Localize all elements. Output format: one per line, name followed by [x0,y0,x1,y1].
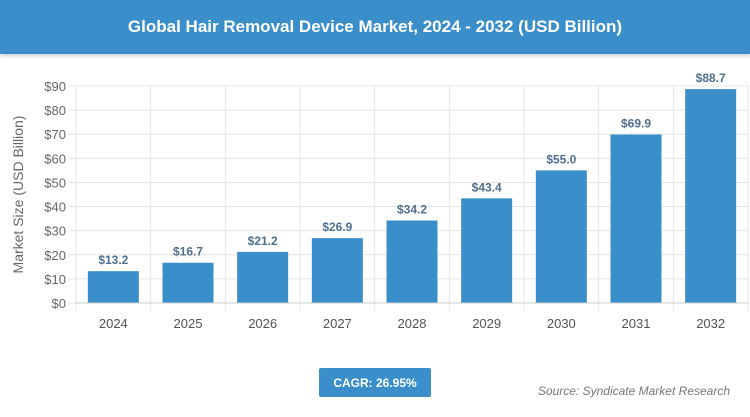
y-tick-label: $10 [44,272,66,287]
y-tick-label: $20 [44,248,66,263]
x-tick-label: 2024 [99,316,128,331]
bar [87,271,139,303]
data-label: $34.2 [397,203,427,217]
y-axis-label: Market Size (USD Billion) [10,116,26,274]
data-label: $13.2 [98,253,128,267]
bar [311,238,363,303]
data-label: $69.9 [621,116,651,130]
bar [535,170,587,303]
y-tick-label: $40 [44,200,66,215]
data-label: $55.0 [546,152,576,166]
y-tick-label: $70 [44,127,66,142]
x-tick-label: 2029 [472,316,501,331]
data-label: $43.4 [472,180,502,194]
data-label: $16.7 [173,245,203,259]
x-tick-label: 2032 [696,316,725,331]
data-label: $88.7 [696,71,726,85]
x-tick-label: 2031 [622,316,651,331]
y-tick-label: $30 [44,224,66,239]
y-tick-label: $80 [44,103,66,118]
x-tick-label: 2028 [398,316,427,331]
y-tick-label: $60 [44,151,66,166]
data-label: $26.9 [322,220,352,234]
bar [162,262,214,303]
y-tick-label: $50 [44,175,66,190]
bar [610,134,662,303]
bar [685,89,737,303]
x-tick-label: 2025 [174,316,203,331]
bar [386,220,438,303]
y-tick-label: $90 [44,79,66,94]
x-tick-label: 2027 [323,316,352,331]
x-tick-label: 2026 [248,316,277,331]
cagr-badge[interactable]: CAGR: 26.95% [319,368,431,397]
y-tick-label: $0 [52,296,66,311]
data-label: $21.2 [248,234,278,248]
chart-title: Global Hair Removal Device Market, 2024 … [0,0,750,54]
source-note: Source: Syndicate Market Research [537,384,730,398]
x-tick-label: 2030 [547,316,576,331]
bar [461,198,513,303]
bar [237,251,289,303]
